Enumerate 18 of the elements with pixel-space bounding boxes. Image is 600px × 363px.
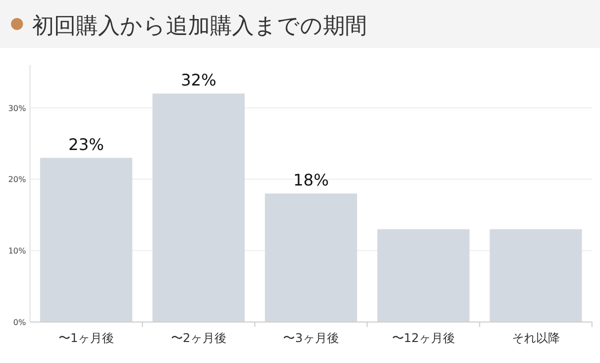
bar (152, 94, 245, 322)
data-label: 32% (180, 70, 216, 90)
y-tick-label: 10% (8, 246, 26, 256)
chart-title: 初回購入から追加購入までの期間 (32, 14, 367, 39)
x-tick-label: 〜12ヶ月後 (392, 331, 456, 345)
bar (40, 158, 132, 322)
y-tick-label: 20% (8, 175, 26, 184)
y-tick-label: 0% (13, 318, 26, 327)
x-tick-label: 〜3ヶ月後 (283, 331, 339, 345)
data-label: 23% (68, 134, 104, 154)
bar (377, 229, 470, 322)
x-tick-label: 〜2ヶ月後 (170, 331, 226, 345)
bar (264, 194, 358, 322)
y-tick-label: 30% (8, 104, 26, 113)
bar (490, 229, 582, 322)
x-tick-label: 〜1ヶ月後 (58, 331, 114, 345)
data-label: 18% (293, 170, 329, 190)
x-tick-label: それ以降 (512, 331, 560, 345)
